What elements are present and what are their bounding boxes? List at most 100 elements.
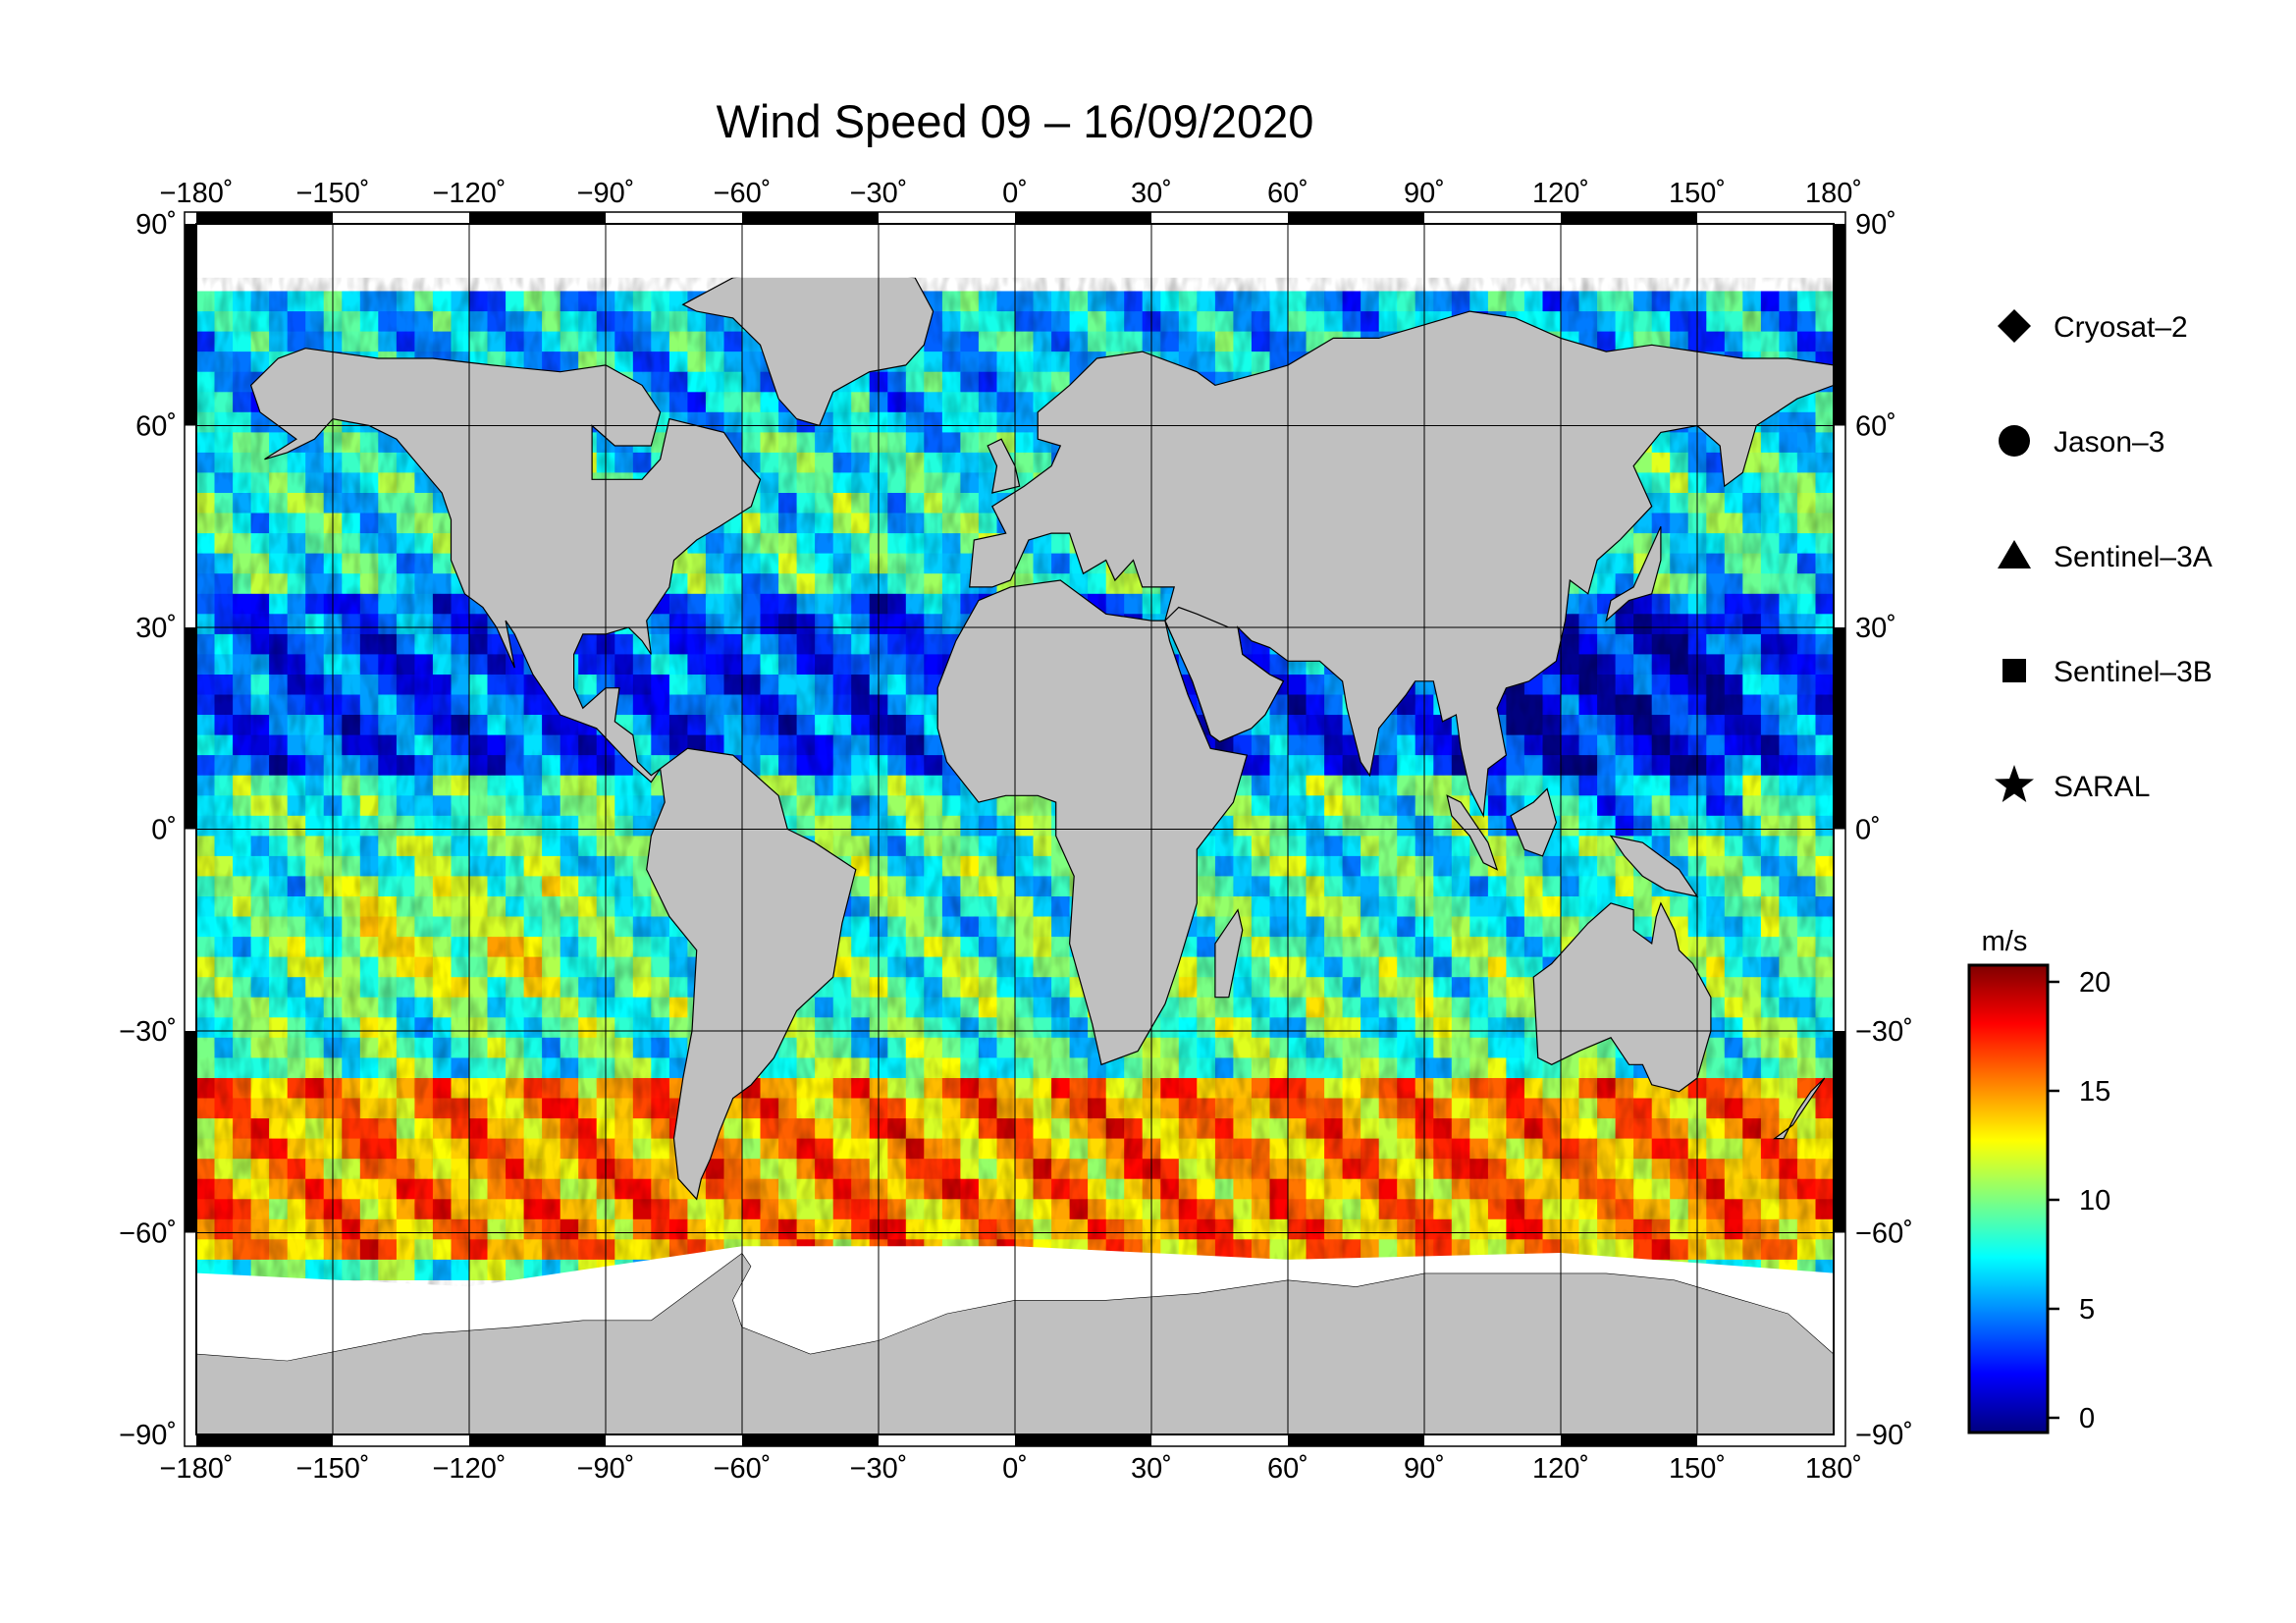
map-title: Wind Speed 09 – 16/09/2020 [717, 95, 1314, 147]
triangle-marker-icon [1998, 540, 2031, 568]
longitude-label-top: −30˚ [850, 178, 908, 209]
longitude-label-top: 150˚ [1669, 178, 1726, 209]
legend-label: Jason–3 [2054, 426, 2164, 459]
land-japan [1605, 526, 1662, 622]
longitude-label-bottom: 180˚ [1805, 1453, 1862, 1485]
colorbar-tick-label: 0 [2079, 1403, 2095, 1434]
frame-checker-bars [184, 211, 1846, 1447]
longitude-label-bottom: −30˚ [850, 1453, 908, 1485]
latitude-label-left: −90˚ [119, 1420, 177, 1451]
frame-bar-right [1834, 627, 1845, 830]
longitude-label-bottom: −120˚ [433, 1453, 507, 1485]
longitude-label-top: 180˚ [1805, 178, 1862, 209]
land-new-zealand [1772, 1077, 1826, 1140]
longitude-label-top: 120˚ [1532, 178, 1589, 209]
latitude-labels-right: 90˚ 60˚ 30˚ 0˚ −30˚ −60˚ −90˚ [1855, 209, 1913, 1451]
frame-bar-left [185, 627, 196, 830]
longitude-label-top: −60˚ [714, 178, 772, 209]
latitude-label-right: −90˚ [1855, 1420, 1913, 1451]
frame-bar-top [1288, 212, 1424, 224]
frame-bar-bottom [742, 1434, 879, 1446]
latitude-label-right: 30˚ [1855, 613, 1896, 644]
frame-bar-top [196, 212, 333, 224]
latitude-label-right: 60˚ [1855, 411, 1896, 443]
latitude-label-right: −30˚ [1855, 1016, 1913, 1048]
outer-frame [184, 211, 1846, 1447]
diamond-marker-icon [1998, 309, 2031, 343]
legend-label: Cryosat–2 [2054, 311, 2188, 344]
latitude-label-left: −60˚ [119, 1218, 177, 1250]
frame-bar-left [185, 1031, 196, 1233]
longitude-label-top: −150˚ [296, 178, 370, 209]
longitude-label-top: 60˚ [1267, 178, 1308, 209]
colorbar-tick-label: 5 [2079, 1294, 2095, 1325]
latitude-label-left: 90˚ [135, 209, 177, 241]
longitude-label-bottom: 0˚ [1002, 1453, 1028, 1485]
colorbar-gradient [1967, 963, 2050, 1434]
square-marker-icon [2002, 659, 2026, 682]
latitude-label-right: −60˚ [1855, 1218, 1913, 1250]
map-area [196, 224, 1834, 1434]
longitude-label-top: 30˚ [1131, 178, 1172, 209]
colorbar-tick-label: 10 [2079, 1185, 2110, 1217]
frame-bar-bottom [1288, 1434, 1424, 1446]
longitude-label-bottom: 60˚ [1267, 1453, 1308, 1485]
frame-bar-top [742, 212, 879, 224]
frame-bar-top [469, 212, 606, 224]
latitude-label-left: 30˚ [135, 613, 177, 644]
colorbar-ticks: 20 15 10 5 0 [2048, 967, 2110, 1434]
land-australia [1532, 901, 1712, 1093]
frame-bar-bottom [469, 1434, 606, 1446]
colorbar-unit: m/s [1982, 926, 2028, 957]
frame-bar-right [1834, 224, 1845, 426]
longitude-labels-bottom: −180˚ −150˚ −120˚ −90˚ −60˚ −30˚ 0˚ 30˚ 60˚ 90˚ 12… [160, 1453, 1863, 1485]
legend-label: SARAL [2054, 771, 2150, 803]
frame-bar-top [1015, 212, 1151, 224]
frame-bar-top [1561, 212, 1697, 224]
land-uk [987, 438, 1021, 494]
circle-marker-icon [1999, 425, 2030, 457]
latitude-label-left: 0˚ [151, 815, 177, 846]
colorbar: m/s 20 15 10 5 0 [1967, 926, 2110, 1434]
frame-bar-bottom [196, 1434, 333, 1446]
longitude-labels-top: −180˚ −150˚ −120˚ −90˚ −60˚ −30˚ 0˚ 30˚ 60˚ 90˚ 12… [160, 178, 1863, 209]
latitude-labels-left: 90˚ 60˚ 30˚ 0˚ −30˚ −60˚ −90˚ [119, 209, 177, 1451]
land-indonesia-borneo [1510, 787, 1558, 857]
frame-bar-left [185, 224, 196, 426]
longitude-label-bottom: −150˚ [296, 1453, 370, 1485]
latitude-label-right: 90˚ [1855, 209, 1896, 241]
frame-bar-bottom [1015, 1434, 1151, 1446]
longitude-label-bottom: 150˚ [1669, 1453, 1726, 1485]
frame-bar-right [1834, 1031, 1845, 1233]
longitude-label-bottom: −90˚ [577, 1453, 635, 1485]
land-new-guinea [1609, 835, 1699, 897]
longitude-label-top: 90˚ [1404, 178, 1445, 209]
land-north-america [249, 348, 762, 784]
frame-bar-bottom [1561, 1434, 1697, 1446]
legend-label: Sentinel–3B [2054, 656, 2213, 688]
longitude-label-top: −90˚ [577, 178, 635, 209]
latitude-label-left: 60˚ [135, 411, 177, 443]
graticule [196, 224, 1834, 1434]
longitude-label-top: 0˚ [1002, 178, 1028, 209]
latitude-label-left: −30˚ [119, 1016, 177, 1048]
satellite-legend: Cryosat–2 Jason–3 Sentinel–3A Sentinel–3B SA… [1995, 309, 2213, 803]
longitude-label-top: −120˚ [433, 178, 507, 209]
longitude-label-top: −180˚ [160, 178, 234, 209]
longitude-label-bottom: 120˚ [1532, 1453, 1589, 1485]
colorbar-tick-label: 20 [2079, 967, 2110, 999]
land-arabia-connector [1164, 606, 1285, 743]
longitude-label-bottom: 90˚ [1404, 1453, 1445, 1485]
legend-label: Sentinel–3A [2054, 541, 2213, 573]
longitude-label-bottom: 30˚ [1131, 1453, 1172, 1485]
longitude-label-bottom: −180˚ [160, 1453, 234, 1485]
land-madagascar [1214, 908, 1244, 999]
land-south-america [646, 747, 857, 1201]
colorbar-tick-label: 15 [2079, 1076, 2110, 1108]
latitude-label-right: 0˚ [1855, 815, 1881, 846]
land-indonesia-sumatra [1446, 794, 1499, 871]
longitude-label-bottom: −60˚ [714, 1453, 772, 1485]
star-marker-icon [1995, 765, 2034, 802]
